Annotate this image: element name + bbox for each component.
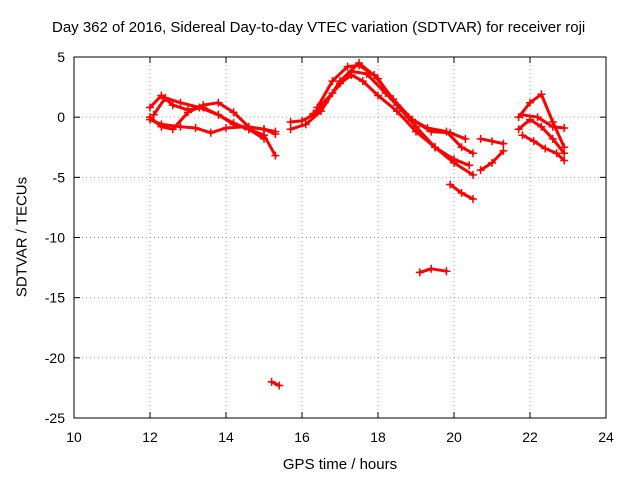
data-point	[415, 268, 424, 277]
data-point	[514, 125, 523, 134]
data-point	[317, 107, 325, 116]
x-tick-label: 18	[370, 429, 386, 445]
data-point	[469, 170, 477, 179]
x-tick-label: 22	[522, 429, 538, 445]
data-point	[450, 158, 458, 167]
data-point	[374, 74, 382, 83]
data-point	[529, 137, 538, 146]
data-point	[176, 122, 185, 131]
data-point	[161, 93, 170, 102]
data-point	[298, 116, 306, 125]
data-point	[427, 264, 436, 273]
data-point	[244, 125, 253, 134]
data-point	[412, 122, 420, 131]
data-point	[560, 156, 569, 165]
data-point	[146, 115, 154, 124]
data-point	[537, 122, 546, 131]
data-point	[309, 109, 318, 118]
data-point	[381, 89, 390, 98]
data-point	[146, 103, 154, 112]
data-point	[184, 108, 192, 117]
data-point	[328, 77, 337, 86]
data-point	[260, 125, 268, 134]
data-point	[427, 127, 436, 136]
y-tick-label: -20	[45, 350, 65, 366]
data-point	[461, 134, 470, 143]
data-point	[442, 267, 451, 276]
data-point	[499, 146, 508, 155]
data-point	[347, 67, 356, 76]
data-point	[560, 149, 569, 158]
data-point	[446, 180, 455, 189]
y-tick-label: -10	[45, 230, 65, 246]
data-point	[149, 110, 158, 119]
data-point	[206, 128, 215, 137]
data-point	[560, 123, 569, 132]
data-point	[328, 89, 337, 98]
data-point	[214, 98, 223, 107]
data-point	[271, 130, 280, 139]
series-line	[289, 61, 475, 177]
x-tick-label: 20	[446, 429, 462, 445]
data-point	[222, 123, 230, 132]
data-point	[457, 143, 466, 152]
data-point	[404, 113, 413, 122]
data-point	[275, 381, 284, 390]
data-point	[195, 103, 204, 112]
y-tick-label: -5	[53, 169, 66, 185]
x-tick-label: 12	[142, 429, 158, 445]
data-point	[488, 158, 496, 167]
data-point	[548, 134, 557, 143]
data-point	[168, 101, 177, 110]
data-point	[469, 194, 477, 203]
x-tick-label: 10	[66, 429, 82, 445]
data-point	[229, 120, 238, 129]
x-tick-label: 14	[218, 429, 234, 445]
data-point	[214, 110, 223, 119]
data-point	[533, 113, 542, 122]
data-point	[374, 91, 382, 100]
data-point	[157, 120, 166, 129]
data-point	[431, 143, 439, 152]
data-point	[301, 120, 310, 129]
data-point	[267, 377, 276, 386]
series-line	[152, 96, 266, 141]
data-point	[518, 110, 527, 119]
data-point	[499, 139, 508, 148]
data-point	[176, 98, 185, 107]
data-point	[457, 188, 466, 197]
data-point	[191, 123, 200, 132]
y-tick-label: -15	[45, 290, 65, 306]
data-point	[537, 90, 546, 99]
data-point	[271, 151, 280, 160]
data-point	[548, 122, 557, 131]
data-point	[518, 131, 527, 140]
data-point	[229, 108, 238, 117]
data-point	[362, 69, 371, 78]
data-point	[541, 144, 550, 153]
data-point	[446, 128, 455, 137]
data-point	[343, 62, 352, 71]
data-point	[488, 137, 496, 146]
data-point	[469, 149, 477, 158]
y-tick-label: 0	[57, 109, 65, 125]
data-point	[260, 134, 268, 143]
chart-title: Day 362 of 2016, Sidereal Day-to-day VTE…	[52, 19, 586, 36]
data-point	[355, 59, 363, 68]
data-point	[526, 98, 534, 107]
data-point	[476, 166, 485, 175]
data-point	[286, 125, 295, 134]
y-tick-label: -25	[45, 410, 65, 426]
data-point	[358, 77, 367, 86]
data-point	[552, 149, 561, 158]
x-tick-label: 16	[294, 429, 310, 445]
x-tick-label: 24	[598, 429, 614, 445]
x-axis-label: GPS time / hours	[282, 456, 398, 473]
data-point	[465, 161, 474, 170]
data-point	[476, 134, 485, 143]
data-point	[286, 117, 295, 126]
series-line	[520, 113, 566, 130]
y-tick-label: 5	[57, 49, 65, 65]
